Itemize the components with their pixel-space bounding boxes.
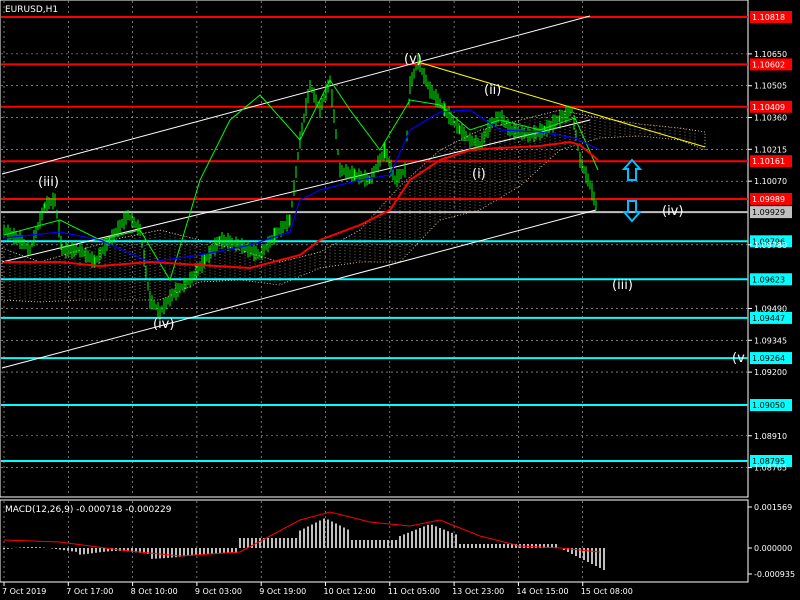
price-tick-label: 1.09345: [754, 336, 787, 345]
time-tick-label: 15 Oct 08:00: [581, 587, 633, 596]
time-tick-label: 9 Oct 19:00: [259, 587, 306, 596]
resistance-level-price-tag: [750, 100, 792, 113]
wave-label: (iv): [153, 317, 174, 332]
support-level-price-tag: [750, 273, 792, 286]
price-tick-label: 1.10650: [754, 50, 787, 59]
current-price-price-label: 1.09929: [752, 208, 785, 217]
price-tick-label: 1.09200: [754, 368, 787, 377]
support-level-price-label: 1.09050: [752, 401, 785, 410]
resistance-level-price-label: 1.10818: [752, 13, 785, 22]
channel-middle-line[interactable]: [1, 119, 591, 263]
support-level-price-label: 1.09264: [752, 354, 785, 363]
resistance-level-price-label: 1.10161: [752, 157, 785, 166]
price-tick-label: 1.09780: [754, 241, 787, 250]
support-level-price-tag: [750, 235, 792, 248]
support-level-price-label: 1.09796: [752, 237, 785, 246]
support-level-price-tag: [750, 311, 792, 324]
time-tick-label: 14 Oct 15:00: [516, 587, 568, 596]
price-tick-label: 1.10505: [754, 82, 787, 91]
support-level-price-tag: [750, 352, 792, 365]
price-series: [3, 54, 601, 318]
macd-label: MACD(12,26,9) -0.000718 -0.000229: [5, 505, 172, 515]
channel-lower-line[interactable]: [1, 209, 597, 369]
time-tick-label: 7 Oct 17:00: [66, 587, 113, 596]
channel-upper-line[interactable]: [1, 15, 591, 175]
wave-label: (iii): [38, 175, 59, 190]
ichimoku-cloud: [1, 109, 706, 303]
resistance-level-price-label: 1.10602: [752, 60, 785, 69]
resistance-level-price-label: 1.10409: [752, 103, 785, 112]
resistance-level-price-label: 1.09989: [752, 195, 785, 204]
price-tick-label: 1.10360: [754, 114, 787, 123]
price-tick-label: 1.08910: [754, 432, 787, 441]
support-level-price-label: 1.08795: [752, 457, 785, 466]
resistance-level-price-tag: [750, 155, 792, 168]
down-arrow-icon: [621, 200, 643, 223]
macd-histogram: 0.001569 0.000000 -0.000935: [3, 503, 795, 579]
chart-title: EURUSD,H1: [5, 5, 58, 15]
macd-tick-label: 0.001569: [754, 503, 792, 512]
time-axis: 7 Oct 2019 7 Oct 17:00 8 Oct 10:00 9 Oct 03…: [2, 582, 633, 596]
trend-channels[interactable]: [1, 15, 706, 369]
time-tick-label: 10 Oct 12:00: [324, 587, 376, 596]
time-tick-label: 8 Oct 10:00: [131, 587, 178, 596]
price-axis: 1.10650 1.10505 1.10360 1.10215 1.10070 1.097…: [748, 50, 787, 473]
macd-tick-label: 0.000000: [754, 544, 792, 553]
wave-labels: (iii) (iv) (v) (ii) (i) (iv) (iii) (v: [38, 52, 745, 366]
wave-label: (iii): [612, 278, 633, 293]
wave-label: (v: [732, 351, 745, 366]
current-price-price-tag: [750, 206, 792, 219]
macd-panel[interactable]: [0, 499, 749, 583]
support-level-price-tag: [750, 455, 792, 467]
resistance-level-price-tag: [750, 58, 792, 71]
price-tick-label: 1.09490: [754, 304, 787, 313]
trendline-yellow[interactable]: [417, 61, 706, 148]
macd-tick-label: -0.000935: [754, 570, 795, 579]
wave-label: (i): [472, 167, 486, 182]
price-tick-label: 1.10070: [754, 177, 787, 186]
wave-label: (ii): [484, 83, 501, 98]
main-chart-panel[interactable]: [0, 0, 749, 498]
resistance-level-price-tag: [750, 11, 792, 23]
time-tick-label: 11 Oct 05:00: [388, 587, 440, 596]
grid: [1, 1, 747, 581]
time-tick-label: 7 Oct 2019: [2, 587, 46, 596]
wave-label: (v): [404, 52, 422, 67]
price-tick-label: 1.10215: [754, 145, 787, 154]
support-level-price-label: 1.09447: [752, 314, 785, 323]
time-tick-label: 13 Oct 23:00: [452, 587, 504, 596]
support-level-price-tag: [750, 399, 792, 412]
resistance-level-price-tag: [750, 192, 792, 205]
up-arrow-icon: [621, 158, 643, 181]
price-tick-label: 1.08765: [754, 464, 787, 473]
wave-label: (iv): [662, 204, 683, 219]
support-level-price-label: 1.09623: [752, 275, 785, 284]
time-tick-label: 9 Oct 03:00: [195, 587, 242, 596]
